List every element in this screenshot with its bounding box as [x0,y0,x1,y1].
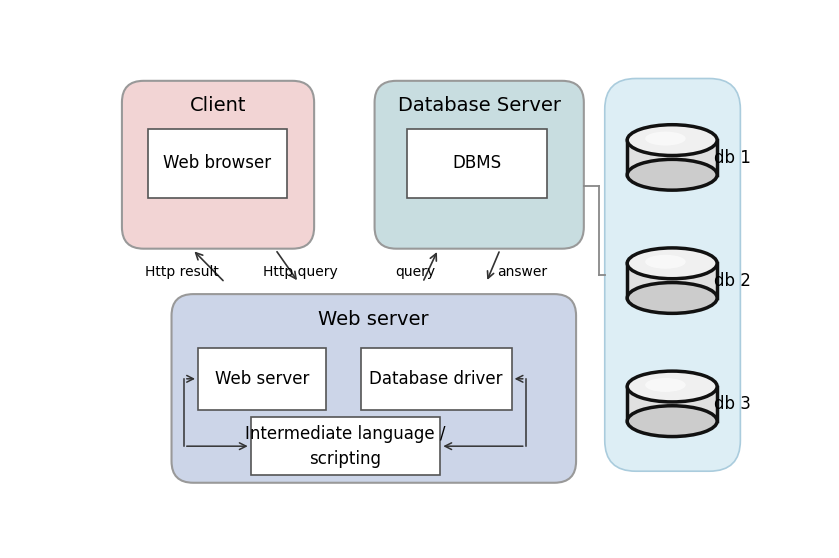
Ellipse shape [628,371,717,402]
FancyBboxPatch shape [407,128,547,198]
FancyBboxPatch shape [374,81,584,249]
FancyBboxPatch shape [148,128,287,198]
Ellipse shape [628,248,717,278]
Text: db 2: db 2 [714,272,751,290]
FancyBboxPatch shape [361,348,512,410]
FancyBboxPatch shape [122,81,314,249]
FancyBboxPatch shape [198,348,326,410]
Text: db 3: db 3 [714,395,751,413]
Ellipse shape [645,132,685,146]
FancyBboxPatch shape [251,417,440,475]
Text: Intermediate language /
scripting: Intermediate language / scripting [245,425,446,468]
Text: query: query [395,265,435,279]
Text: DBMS: DBMS [452,154,502,172]
Ellipse shape [628,282,717,314]
Text: Http result: Http result [145,265,219,279]
FancyBboxPatch shape [171,294,576,483]
Text: Database Server: Database Server [398,96,560,115]
Ellipse shape [645,255,685,269]
Text: Database driver: Database driver [369,370,503,388]
Text: Web browser: Web browser [164,154,271,172]
Text: db 1: db 1 [714,149,751,167]
Polygon shape [628,140,717,175]
Text: Http query: Http query [263,265,337,279]
Ellipse shape [628,160,717,190]
Text: Web server: Web server [319,310,429,329]
Polygon shape [628,387,717,421]
FancyBboxPatch shape [605,79,740,471]
Polygon shape [628,263,717,298]
Text: Web server: Web server [215,370,309,388]
Text: Client: Client [190,96,247,115]
Ellipse shape [645,378,685,392]
Ellipse shape [628,406,717,436]
Text: answer: answer [497,265,547,279]
Ellipse shape [628,124,717,156]
